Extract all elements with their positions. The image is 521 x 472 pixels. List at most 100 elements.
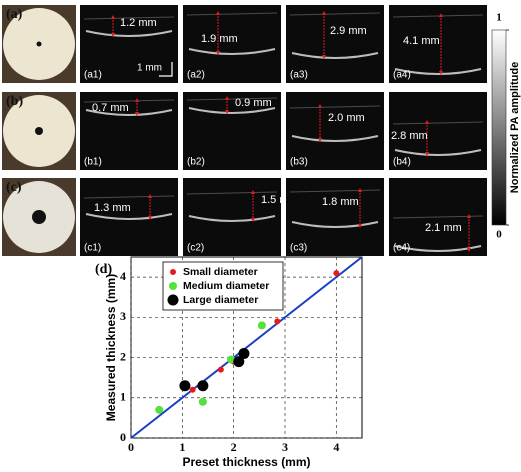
image-label: (b1) [84, 157, 102, 168]
scale-bar [159, 62, 173, 77]
measure-label: 2.0 mm [328, 112, 365, 124]
colorbar-tick-label: 1 [496, 12, 502, 24]
pa-echo [188, 107, 276, 114]
data-point [238, 348, 250, 360]
data-point [197, 380, 209, 392]
image-label: (c3) [290, 243, 307, 254]
sample-hole [36, 41, 42, 47]
measure-label: 1.8 mm [322, 196, 359, 208]
x-tick-label: 0 [128, 440, 134, 454]
measure-label: 0.7 mm [92, 102, 129, 114]
pa-echo [291, 52, 379, 59]
y-axis-label: Measured thickness (mm) [104, 274, 118, 421]
row-label: (b) [6, 94, 23, 109]
measure-label: 2.1 mm [425, 222, 462, 234]
legend-marker [169, 282, 177, 290]
pa-echo [188, 215, 276, 222]
image-label: (a1) [84, 70, 102, 81]
measure-label: 1.9 mm [201, 33, 238, 45]
image-label: (b4) [393, 157, 411, 168]
pa-image [389, 92, 487, 170]
image-label: (b2) [187, 157, 205, 168]
image-label: (c1) [84, 243, 101, 254]
pa-echo [394, 149, 482, 156]
row-label: (c) [6, 180, 22, 195]
pa-image [286, 5, 384, 83]
pa-echo [394, 68, 482, 75]
image-label: (a2) [187, 70, 205, 81]
pa-image [286, 92, 384, 170]
pa-image [183, 178, 281, 256]
pa-echo-top [392, 121, 484, 125]
x-tick-label: 1 [179, 440, 185, 454]
pa-echo-top [83, 16, 175, 20]
legend-marker [167, 294, 179, 306]
legend-label: Large diameter [183, 294, 258, 306]
pa-image [183, 5, 281, 83]
pa-echo [85, 109, 173, 116]
measure-label: 4.1 mm [403, 35, 440, 47]
pa-image [389, 5, 487, 83]
pa-echo-top [289, 12, 381, 16]
data-point [233, 356, 245, 368]
colorbar-title: Normalized PA amplitude [509, 62, 521, 193]
reference-line [130, 256, 363, 439]
pa-echo-top [289, 189, 381, 193]
measure-label: 2.8 mm [391, 130, 428, 142]
pa-echo [291, 135, 379, 142]
data-point [198, 397, 207, 406]
legend-box [162, 261, 284, 311]
sample-hole [35, 127, 43, 135]
measure-label: 1.2 mm [120, 17, 157, 29]
pa-echo [394, 245, 482, 252]
data-point [179, 380, 191, 392]
pa-echo-top [392, 14, 484, 18]
y-tick-label: 3 [120, 309, 126, 323]
pa-echo-top [83, 99, 175, 103]
pa-echo [291, 221, 379, 228]
image-label: (b3) [290, 157, 308, 168]
data-point [333, 270, 340, 277]
pa-echo [85, 30, 173, 37]
colorbar [491, 29, 507, 226]
pa-echo-top [186, 191, 278, 195]
measure-label: 2.9 mm [330, 25, 367, 37]
legend-label: Small diameter [183, 266, 258, 278]
legend-marker [170, 269, 176, 275]
data-point [155, 405, 164, 414]
measure-label: 0.9 mm [235, 97, 272, 109]
data-point [257, 321, 266, 330]
image-label: (c2) [187, 243, 204, 254]
scale-bar-label: 1 mm [137, 63, 162, 74]
pa-echo [188, 48, 276, 55]
x-tick-label: 4 [333, 440, 339, 454]
sample-hole [32, 210, 46, 224]
image-label: (a4) [393, 70, 411, 81]
y-tick-label: 2 [120, 349, 126, 363]
pa-echo-top [83, 195, 175, 199]
data-point [217, 366, 224, 373]
pa-image [183, 92, 281, 170]
pa-echo [85, 213, 173, 220]
colorbar-tick-label: 0 [496, 229, 502, 241]
x-tick-label: 3 [282, 440, 288, 454]
data-point [227, 355, 236, 364]
y-tick-label: 4 [120, 269, 126, 283]
pa-image [80, 92, 178, 170]
legend-label: Medium diameter [183, 280, 269, 292]
row-label: (a) [6, 7, 23, 22]
panel-label: (d) [95, 262, 112, 277]
y-tick-label: 1 [120, 390, 126, 404]
pa-echo-top [186, 12, 278, 16]
pa-echo-top [289, 105, 381, 109]
image-label: (a3) [290, 70, 308, 81]
x-tick-label: 2 [231, 440, 237, 454]
pa-echo-top [186, 97, 278, 101]
y-tick-label: 0 [120, 430, 126, 444]
image-label: (c4) [393, 243, 410, 254]
data-point [274, 318, 281, 325]
measure-label: 1.3 mm [94, 202, 131, 214]
x-axis-label: Preset thickness (mm) [182, 455, 310, 469]
data-point [189, 386, 196, 393]
